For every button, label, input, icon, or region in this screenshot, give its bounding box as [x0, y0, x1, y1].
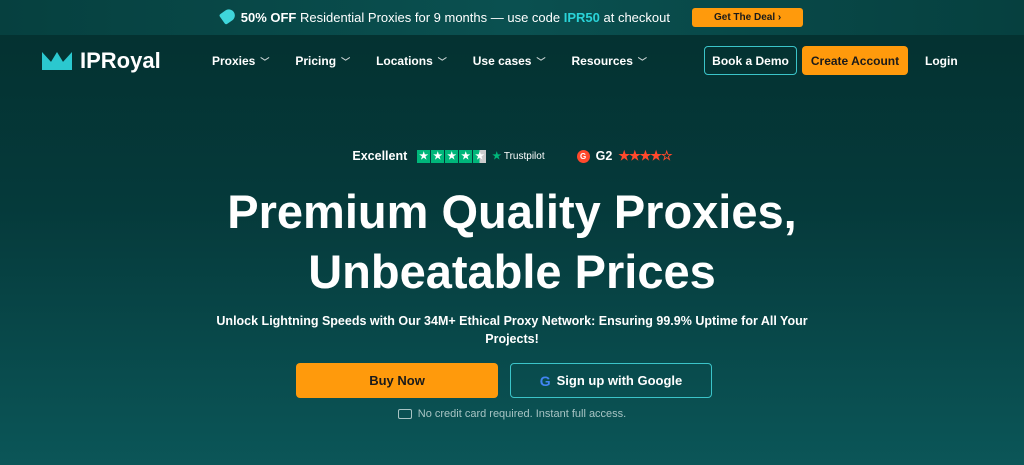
- nav-menu: Proxies ﹀ Pricing ﹀ Locations ﹀ Use cases ﹀ …: [212, 54, 647, 68]
- promo-banner: 50% OFF Residential Proxies for 9 months…: [0, 0, 1024, 35]
- nav-item-pricing[interactable]: Pricing ﹀: [295, 54, 351, 68]
- nav-item-use-cases[interactable]: Use cases ﹀: [472, 54, 546, 68]
- chevron-down-icon: ﹀: [437, 57, 447, 67]
- nav-item-locations[interactable]: Locations ﹀: [376, 54, 447, 68]
- login-link[interactable]: Login: [925, 54, 958, 68]
- nav-item-resources[interactable]: Resources ﹀: [571, 54, 647, 68]
- chevron-down-icon: ﹀: [260, 57, 270, 67]
- promo-code: IPR50: [563, 10, 600, 25]
- promo-text: 50% OFF Residential Proxies for 9 months…: [218, 7, 670, 25]
- trustpilot-stars: ★ ★ ★ ★ ★: [417, 149, 487, 163]
- buy-now-button[interactable]: Buy Now: [296, 363, 498, 398]
- google-icon: G: [539, 372, 551, 389]
- g2-stars: ★★★★☆: [618, 148, 672, 163]
- hero-title: Premium Quality Proxies, Unbeatable Price…: [227, 185, 797, 298]
- ratings-bar: Excellent ★ ★ ★ ★ ★ ★ Trustpilot G G2 ★★★★☆: [352, 148, 672, 163]
- chevron-down-icon: ﹀: [536, 57, 546, 67]
- no-credit-card-note: No credit card required. Instant full ac…: [0, 408, 1024, 420]
- crown-icon: [42, 52, 72, 70]
- trustpilot-logo[interactable]: ★ Trustpilot: [492, 150, 545, 162]
- hero-subtitle: Unlock Lightning Speeds with Our 34M+ Et…: [216, 314, 808, 346]
- tag-icon: [218, 7, 237, 25]
- get-the-deal-button[interactable]: Get The Deal ›: [691, 8, 804, 27]
- star-icon: ★: [417, 149, 431, 163]
- half-star-icon: ★: [473, 149, 487, 163]
- chevron-down-icon: ﹀: [637, 57, 647, 67]
- main-nav: IPRoyal Proxies ﹀ Pricing ﹀ Locations ﹀ Use…: [0, 46, 1024, 76]
- star-icon: ★: [431, 149, 445, 163]
- google-signup-button[interactable]: G Sign up with Google: [510, 363, 712, 398]
- chevron-down-icon: ﹀: [341, 57, 351, 67]
- book-demo-button[interactable]: Book a Demo: [704, 46, 797, 75]
- logo[interactable]: IPRoyal: [42, 48, 161, 74]
- trustpilot-star-icon: ★: [492, 150, 502, 162]
- star-icon: ★: [445, 149, 459, 163]
- star-icon: ★: [459, 149, 473, 163]
- g2-logo-icon: G: [576, 149, 590, 163]
- chevron-right-icon: ›: [777, 12, 782, 23]
- credit-card-off-icon: [397, 409, 412, 419]
- create-account-button[interactable]: Create Account: [802, 46, 908, 75]
- nav-item-proxies[interactable]: Proxies ﹀: [212, 54, 270, 68]
